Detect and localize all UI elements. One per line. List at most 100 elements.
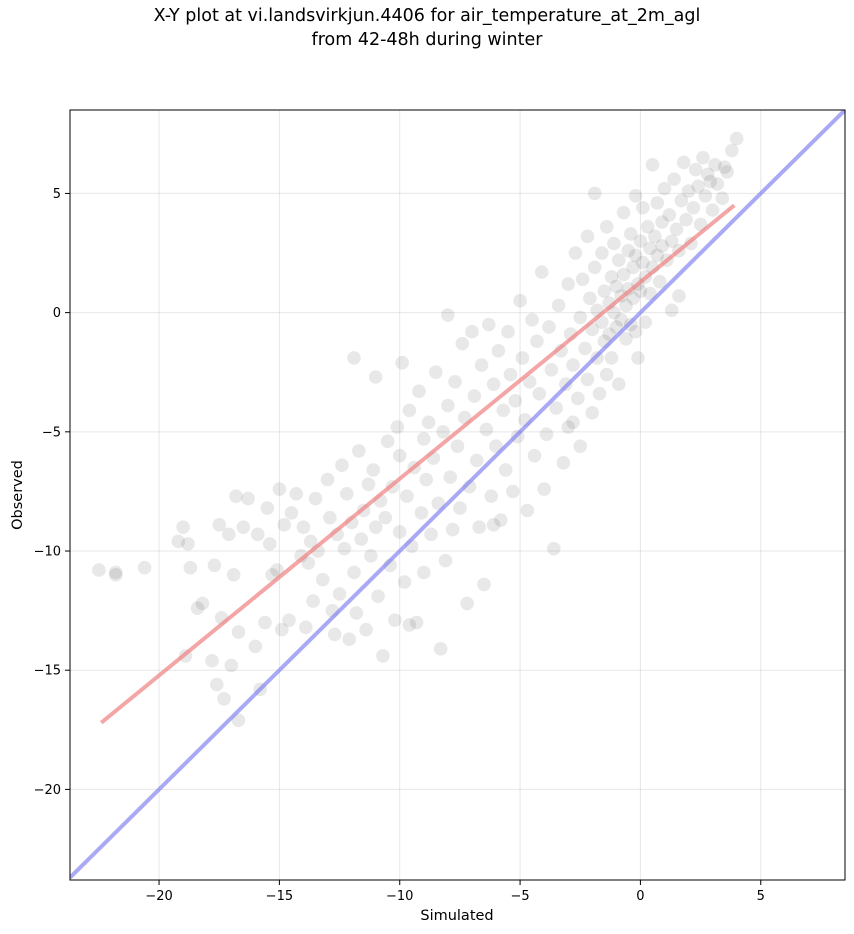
y-tick-label: 5: [53, 187, 61, 202]
data-point: [212, 517, 227, 532]
data-point: [361, 477, 376, 492]
data-point: [599, 220, 614, 234]
data-point: [92, 563, 106, 577]
data-point: [561, 277, 576, 291]
data-point: [655, 239, 669, 253]
data-point: [241, 491, 255, 506]
data-point: [455, 336, 470, 351]
x-tick-label: 0: [636, 889, 644, 904]
data-point: [636, 255, 650, 270]
data-point: [205, 653, 219, 668]
data-point: [556, 456, 571, 470]
y-tick-label: −15: [34, 664, 61, 679]
data-point: [388, 613, 402, 627]
data-point: [573, 310, 588, 325]
y-axis-label: Observed: [10, 460, 26, 530]
x-axis-ticks: −20 −15 −10 −5 0 5: [145, 880, 765, 904]
data-point: [347, 565, 361, 580]
data-point: [436, 425, 450, 439]
data-point: [676, 155, 691, 170]
data-point: [376, 649, 390, 663]
data-point: [664, 303, 679, 318]
data-point: [402, 403, 417, 418]
data-point: [585, 405, 600, 420]
data-point: [628, 189, 643, 203]
data-point: [460, 596, 474, 611]
data-point: [614, 312, 628, 327]
chart-title-line-2: from 42-48h during winter: [311, 30, 543, 50]
data-point: [445, 522, 460, 537]
data-point: [573, 439, 588, 453]
data-point: [481, 317, 496, 332]
data-point: [599, 367, 614, 382]
data-point: [720, 165, 734, 179]
data-point: [229, 489, 243, 503]
data-point: [539, 427, 554, 442]
data-point: [207, 558, 222, 573]
data-point: [323, 510, 337, 525]
data-point: [619, 332, 633, 346]
data-point: [397, 575, 412, 589]
data-point: [438, 553, 453, 568]
data-point: [580, 229, 595, 244]
data-point: [701, 167, 715, 182]
data-point: [395, 355, 409, 370]
data-point: [364, 548, 378, 563]
x-tick-label: −5: [510, 889, 529, 904]
data-point: [710, 177, 725, 191]
data-point: [508, 394, 523, 408]
data-point: [506, 484, 520, 499]
data-point: [250, 527, 265, 542]
data-point: [652, 274, 667, 289]
plot-frame: [69, 109, 846, 881]
data-point: [181, 537, 195, 551]
data-point: [275, 622, 289, 637]
data-point: [587, 260, 602, 275]
data-point: [371, 589, 385, 604]
data-point: [645, 158, 660, 172]
data-point: [662, 208, 677, 222]
data-point: [667, 172, 681, 186]
data-point: [571, 391, 585, 406]
data-point: [638, 315, 653, 329]
data-point: [301, 556, 316, 570]
data-point: [217, 692, 231, 706]
data-point: [703, 174, 718, 189]
data-point: [609, 279, 624, 294]
data-point: [623, 227, 638, 241]
data-point: [537, 482, 551, 496]
data-point: [368, 370, 383, 384]
data-point: [679, 212, 693, 227]
data-point: [224, 658, 239, 673]
data-point: [421, 415, 436, 430]
data-point: [402, 618, 417, 632]
data-point: [289, 487, 304, 501]
data-point: [366, 463, 381, 477]
data-point: [441, 398, 455, 413]
data-point: [655, 215, 669, 229]
data-point: [494, 513, 508, 527]
data-point: [513, 293, 527, 308]
identity-line: [70, 110, 845, 880]
data-point: [549, 401, 563, 415]
data-point: [530, 334, 544, 349]
data-point: [282, 613, 296, 627]
data-point: [412, 384, 426, 399]
data-point: [195, 596, 210, 611]
data-point: [429, 365, 443, 380]
data-point: [604, 351, 619, 365]
y-tick-label: 0: [53, 306, 61, 321]
data-point: [542, 320, 556, 334]
data-point: [354, 532, 369, 546]
data-point: [486, 517, 501, 532]
data-point: [715, 191, 730, 206]
data-point: [368, 520, 383, 534]
data-point: [465, 324, 479, 339]
data-point: [171, 534, 186, 549]
data-point: [501, 324, 515, 339]
data-point: [450, 439, 465, 453]
data-point: [534, 265, 549, 279]
data-point: [491, 343, 506, 358]
data-point: [477, 577, 491, 592]
data-point: [390, 420, 405, 434]
